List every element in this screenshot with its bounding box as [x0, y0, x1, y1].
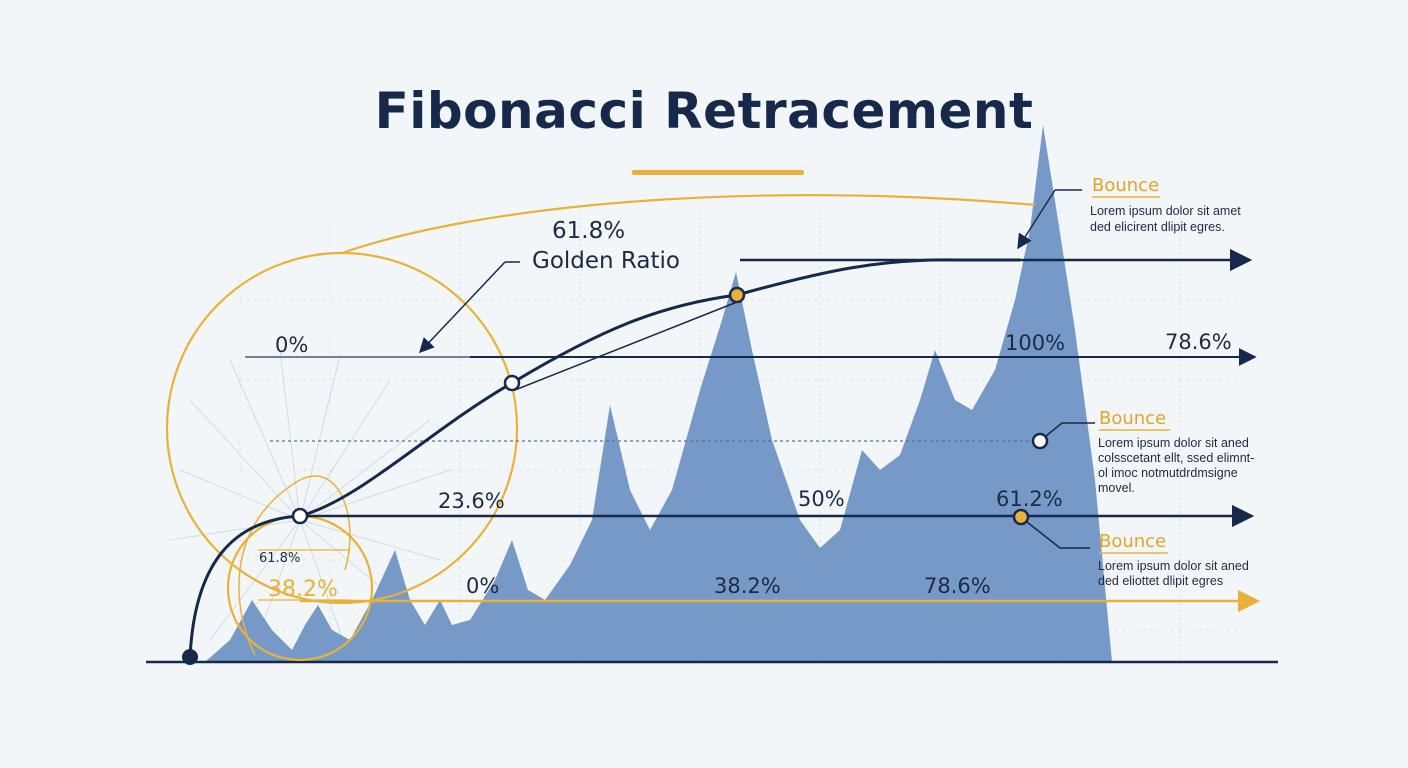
label-inner-618: 61.8% — [259, 551, 300, 566]
label-inner-382: 38.2% — [268, 577, 338, 602]
price-area — [205, 125, 1112, 662]
page-title: Fibonacci Retracement — [374, 82, 1034, 140]
label-382-bottom: 38.2% — [714, 574, 781, 598]
bounce-point-2 — [1031, 432, 1049, 450]
callout-title: Bounce — [1092, 175, 1159, 196]
label-50: 50% — [798, 487, 845, 511]
callout-text-line: ded eliottet dlipit egres — [1098, 574, 1223, 588]
curve-highlight — [514, 301, 738, 391]
curve-point-golden — [503, 374, 521, 392]
label-golden-pct: 61.8% — [552, 218, 625, 244]
callout-text-line: colsscetant ellt, ssed elimnt- — [1098, 451, 1254, 465]
label-100: 100% — [1005, 331, 1065, 355]
curve-point-peak — [728, 286, 746, 304]
curve-origin-point — [182, 649, 198, 665]
callout-bounce-1: Bounce Lorem ipsum dolor sit amet ded el… — [1090, 175, 1241, 234]
golden-ratio-arrow — [418, 261, 506, 354]
label-786-top: 78.6% — [1165, 330, 1232, 354]
label-236: 23.6% — [438, 489, 505, 513]
callout-bounce-3: Bounce Lorem ipsum dolor sit aned ded el… — [1098, 531, 1249, 588]
callout-title: Bounce — [1099, 408, 1166, 429]
callout-text-line: Lorem ipsum dolor sit aned — [1098, 436, 1249, 450]
callout-text-line: Lorem ipsum dolor sit aned — [1098, 559, 1249, 573]
callout-title: Bounce — [1099, 531, 1166, 552]
label-0-top: 0% — [275, 333, 308, 357]
label-612: 61.2% — [996, 487, 1063, 511]
bounce-3-leader — [1026, 521, 1090, 549]
callout-bounce-2: Bounce Lorem ipsum dolor sit aned colssc… — [1098, 408, 1254, 495]
curve-point-236 — [291, 507, 309, 525]
label-786-bottom: 78.6% — [924, 574, 991, 598]
label-0-bottom: 0% — [466, 574, 499, 598]
bounce-2-leader — [1045, 422, 1095, 437]
bounce-1-arrow — [1017, 189, 1056, 250]
callout-text-line: ol imoc notmutdrdmsigne — [1098, 466, 1238, 480]
callout-text-line: movel. — [1098, 481, 1135, 495]
spiral-sunburst — [169, 349, 451, 661]
title-underline — [632, 170, 804, 175]
golden-spiral — [165, 194, 1036, 662]
bounce-point-3 — [1012, 508, 1030, 526]
callout-text-line: ded elicirent dlipit egres. — [1090, 220, 1225, 234]
label-golden-ratio: Golden Ratio — [532, 248, 680, 274]
callout-text-line: Lorem ipsum dolor sit amet — [1090, 204, 1241, 218]
